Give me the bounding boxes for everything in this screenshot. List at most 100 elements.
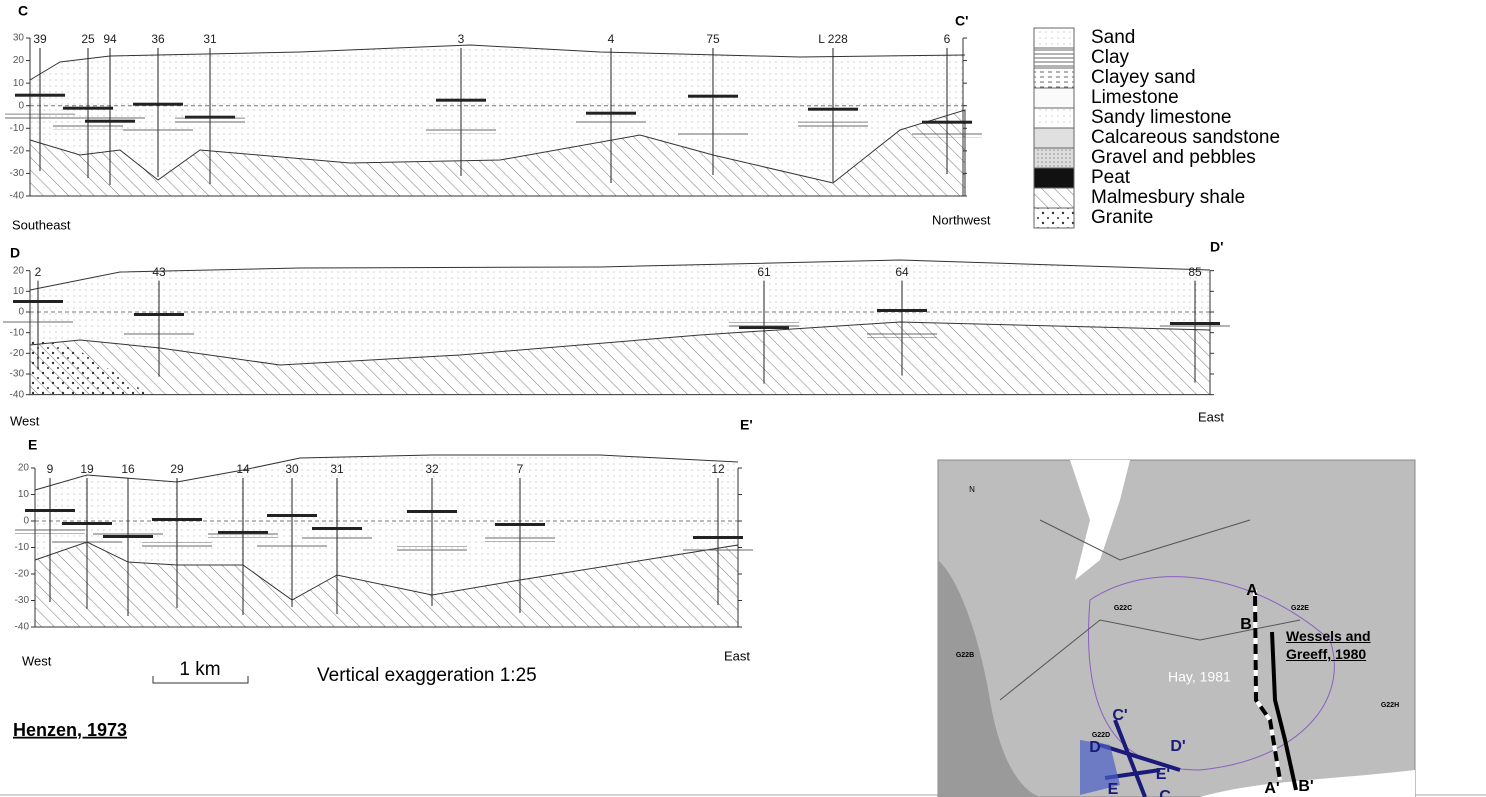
y-tick-label: -30 [10, 369, 25, 380]
clay-lens [485, 537, 555, 542]
legend-swatch [1034, 68, 1074, 88]
map-wessels-box: Wessels and Greeff, 1980 [1286, 627, 1396, 673]
legend-swatch [1034, 188, 1074, 208]
peat-lens [13, 300, 63, 303]
legend-label: Limestone [1091, 87, 1179, 108]
borehole-label: 61 [757, 265, 771, 279]
legend-label: Calcareous sandstone [1091, 127, 1280, 148]
clay-lens [576, 120, 646, 125]
borehole-label: 3 [458, 32, 465, 46]
section-label: D [10, 245, 20, 261]
direction-right: East [724, 648, 750, 663]
section-label-end: E' [740, 417, 753, 433]
borehole-label: L 228 [818, 32, 848, 46]
legend-label: Sandy limestone [1091, 107, 1231, 128]
map-label: C' [1112, 707, 1127, 724]
clay-lens [15, 529, 85, 534]
borehole-label: 30 [285, 462, 299, 476]
peat-lens [25, 509, 75, 512]
legend-label: Clayey sand [1091, 67, 1196, 88]
map-label: G22D [1092, 732, 1110, 739]
y-tick-label: 10 [13, 78, 25, 89]
y-tick-label: 20 [13, 265, 25, 276]
legend-swatch [1034, 48, 1074, 68]
clay-lens [729, 322, 799, 327]
borehole-label: 19 [80, 462, 94, 476]
borehole-label: 64 [895, 265, 909, 279]
section-label-end: C' [955, 13, 968, 29]
legend-swatch [1034, 28, 1074, 48]
borehole-label: 85 [1188, 265, 1202, 279]
clay-lens [123, 127, 193, 132]
peat-lens [152, 518, 202, 521]
clay-lens [53, 125, 123, 130]
peat-lens [877, 309, 927, 312]
map-hay: Hay, 1981 [1168, 669, 1231, 685]
borehole-label: 25 [81, 32, 95, 46]
map-label: C [1159, 788, 1171, 797]
y-tick-label: 0 [18, 100, 24, 111]
y-tick-label: -20 [10, 348, 25, 359]
clay-lens [175, 118, 245, 123]
map-label: B [1240, 616, 1252, 633]
legend-swatch [1034, 108, 1074, 128]
borehole-label: 31 [203, 32, 217, 46]
direction-right: Northwest [932, 212, 991, 227]
borehole-label: 94 [103, 32, 117, 46]
clay-lens [912, 133, 982, 138]
borehole-label: 43 [152, 265, 166, 279]
y-tick-label: -40 [15, 622, 30, 633]
y-tick-label: 0 [23, 516, 29, 527]
clay-lens [124, 331, 194, 336]
direction-right: East [1198, 409, 1224, 424]
peat-lens [407, 510, 457, 513]
map-label: D' [1170, 738, 1185, 755]
map-north: N [969, 485, 975, 494]
borehole-label: 29 [170, 462, 184, 476]
map-label: D [1089, 739, 1101, 756]
clay-lens [683, 548, 753, 553]
clay-lens [397, 546, 467, 551]
legend-label: Granite [1091, 207, 1153, 228]
peat-lens [688, 95, 738, 98]
map-label: A' [1264, 780, 1279, 797]
peat-lens [134, 313, 184, 316]
borehole-label: 12 [711, 462, 725, 476]
peat-lens [133, 103, 183, 106]
borehole-label: 39 [33, 32, 47, 46]
map-label: E [1108, 781, 1119, 797]
map-label: G22C [1114, 605, 1132, 612]
borehole-label: 31 [330, 462, 344, 476]
peat-lens [495, 523, 545, 526]
y-tick-label: -40 [10, 389, 25, 400]
direction-left: West [22, 653, 52, 668]
y-tick-label: 20 [13, 55, 25, 66]
borehole-label: 2 [35, 265, 42, 279]
peat-lens [312, 527, 362, 530]
clay-lens [3, 320, 73, 325]
peat-lens [63, 107, 113, 110]
y-tick-label: -30 [10, 168, 25, 179]
section-label: C [18, 3, 28, 19]
peat-lens [808, 108, 858, 111]
borehole-label: 32 [425, 462, 439, 476]
y-tick-label: -10 [15, 542, 30, 553]
legend-label: Clay [1091, 47, 1130, 68]
figure: 3020100-10-20-30-4039259436313475L 2286C… [0, 0, 1486, 797]
legend-label: Sand [1091, 27, 1135, 48]
peat-lens [693, 536, 743, 539]
clay-lens [678, 131, 748, 136]
clay-lens [867, 333, 937, 338]
clay-lens [93, 531, 163, 536]
legend-swatch [1034, 208, 1074, 228]
y-tick-label: -40 [10, 191, 25, 202]
peat-lens [922, 121, 972, 124]
map-label: G22E [1291, 605, 1309, 612]
map-label: G22B [956, 652, 974, 659]
legend-swatch [1034, 168, 1074, 188]
scale-label: 1 km [179, 659, 220, 680]
clay-lens [75, 116, 145, 121]
y-tick-label: -10 [10, 123, 25, 134]
peat-lens [15, 94, 65, 97]
citation: Henzen, 1973 [13, 720, 127, 740]
